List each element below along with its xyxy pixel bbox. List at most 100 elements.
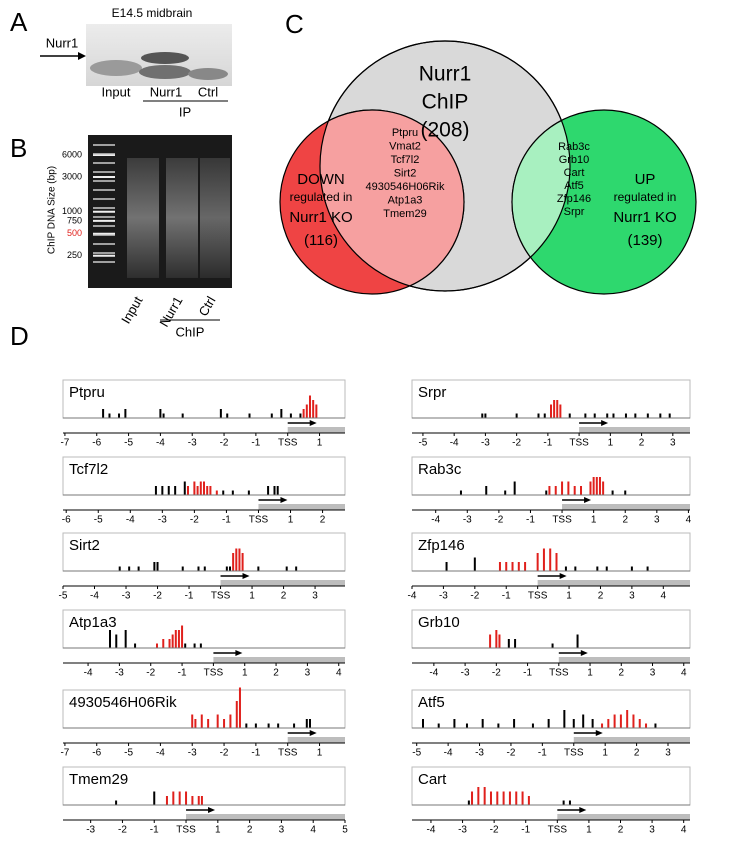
tss-arrow-head: [242, 573, 250, 579]
peak-bar: [241, 553, 244, 571]
track-name: Tmem29: [69, 771, 128, 788]
tick-label: 3: [279, 825, 285, 836]
peak-bar: [607, 719, 610, 728]
signal-bar: [537, 413, 540, 418]
signal-bar: [634, 413, 637, 418]
tick-label: 3: [649, 825, 655, 836]
tick-label: 2: [281, 591, 287, 602]
peak-bar: [549, 548, 552, 571]
arrow-head: [78, 52, 86, 60]
up-text: regulated in: [614, 190, 677, 204]
signal-bar: [574, 566, 577, 571]
signal-bar: [174, 486, 177, 495]
tick-label: -3: [461, 668, 470, 679]
tick-label: -2: [146, 668, 155, 679]
tick-label: -3: [115, 668, 124, 679]
tick-label: 2: [598, 591, 604, 602]
track-name: 4930546H06Rik: [69, 694, 177, 711]
tick-label: -1: [222, 515, 231, 526]
tick-label: -4: [90, 591, 99, 602]
tick-label: -3: [463, 515, 472, 526]
signal-bar: [197, 566, 200, 571]
peak-bar: [542, 548, 545, 571]
up-text: (139): [627, 232, 662, 249]
down-text: Nurr1 KO: [289, 209, 352, 226]
signal-bar: [504, 490, 507, 495]
tick-label: 2: [622, 515, 628, 526]
panel-label: B: [10, 133, 27, 163]
tick-label: TSS: [569, 438, 589, 449]
peak-bar: [645, 723, 648, 728]
signal-bar: [515, 413, 518, 418]
signal-bar: [273, 486, 276, 495]
tss-arrow-head: [595, 730, 603, 736]
tick-label: TSS: [278, 438, 298, 449]
peak-bar: [556, 400, 559, 418]
tick-label: TSS: [564, 748, 584, 759]
signal-bar: [118, 413, 121, 418]
tick-label: -3: [188, 438, 197, 449]
band: [188, 68, 228, 80]
signal-bar: [159, 409, 162, 418]
tick-label: 2: [634, 748, 640, 759]
signal-bar: [551, 643, 554, 648]
tick-label: -4: [431, 515, 440, 526]
signal-bar: [248, 413, 251, 418]
peak-bar: [168, 639, 171, 648]
peak-bar: [638, 719, 641, 728]
tick-label: 4: [336, 668, 342, 679]
tick-label: 2: [618, 825, 624, 836]
signal-bar: [481, 413, 484, 418]
tick-label: -2: [506, 748, 515, 759]
tick-label: -5: [94, 515, 103, 526]
peak-bar: [196, 486, 199, 495]
tick-label: 1: [317, 748, 323, 759]
tick-label: -5: [59, 591, 68, 602]
gene: Vmat2: [389, 140, 421, 152]
signal-bar: [465, 723, 468, 728]
tick-label: 1: [608, 438, 614, 449]
tss-arrow-head: [601, 420, 609, 426]
tick-label: -1: [251, 438, 260, 449]
signal-bar: [563, 710, 566, 728]
signal-bar: [576, 634, 579, 648]
peak-bar: [223, 719, 226, 728]
tick-label: 1: [288, 515, 294, 526]
tick-label: -4: [450, 438, 459, 449]
gene-body: [537, 580, 690, 586]
smear: [166, 158, 198, 278]
signal-bar: [167, 486, 170, 495]
tick-label: 1: [566, 591, 572, 602]
gene: Srpr: [564, 206, 585, 218]
signal-bar: [547, 719, 550, 728]
peak-bar: [626, 710, 629, 728]
track-box: [411, 766, 691, 806]
peak-bar: [216, 714, 219, 728]
signal-bar: [467, 800, 470, 805]
tss-arrow-head: [309, 730, 317, 736]
axis-label: ChIP DNA Size (bp): [47, 166, 58, 254]
tick-label: TSS: [528, 591, 548, 602]
tick-label: -2: [118, 825, 127, 836]
tick-label: -1: [185, 591, 194, 602]
tick-label: 3: [650, 668, 656, 679]
tick-label: 4: [681, 668, 687, 679]
track-name: Srpr: [418, 384, 446, 401]
ladder-label: 3000: [62, 171, 82, 181]
track-box: [62, 532, 346, 572]
peak-bar: [206, 486, 209, 495]
peak-bar: [215, 490, 218, 495]
tick-label: 1: [242, 668, 248, 679]
signal-bar: [254, 723, 257, 728]
signal-bar: [591, 719, 594, 728]
peak-bar: [524, 562, 527, 571]
signal-bar: [582, 714, 585, 728]
track-name: Ptpru: [69, 384, 105, 401]
peak-bar: [496, 791, 499, 805]
peak-bar: [517, 562, 520, 571]
tick-label: 1: [586, 825, 592, 836]
signal-bar: [630, 566, 633, 571]
tick-label: -4: [429, 668, 438, 679]
signal-bar: [270, 413, 273, 418]
